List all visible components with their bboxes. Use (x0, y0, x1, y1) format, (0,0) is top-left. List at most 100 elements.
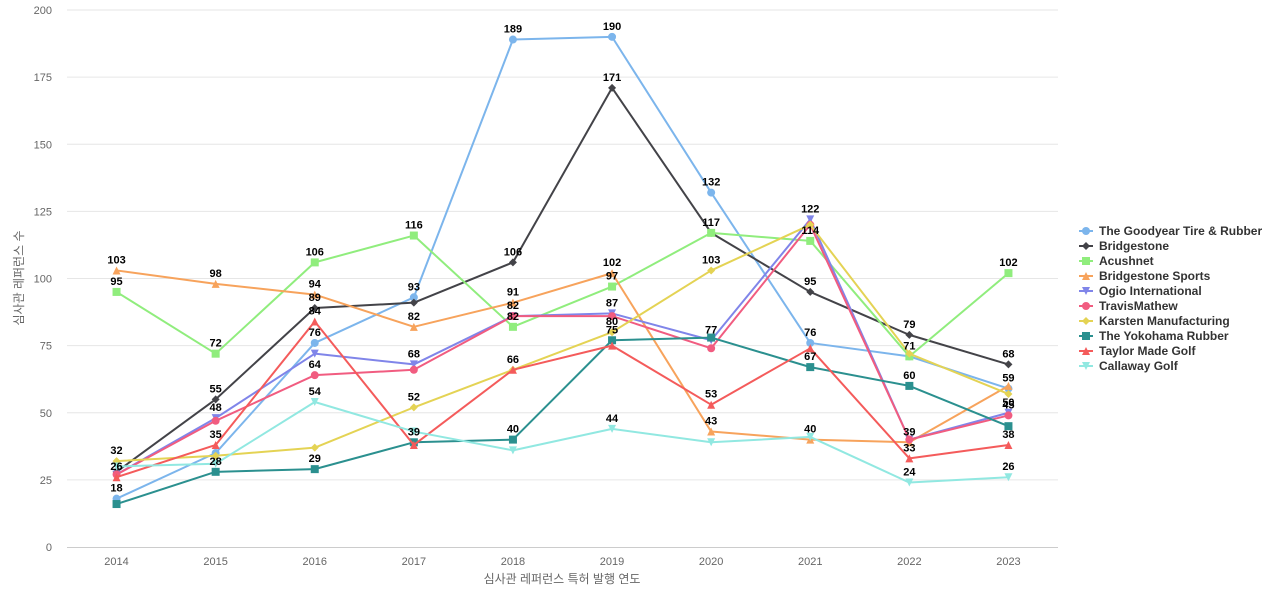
data-label: 190 (603, 21, 621, 33)
y-tick-label: 75 (40, 341, 52, 353)
data-label: 189 (504, 24, 522, 36)
data-label: 82 (507, 300, 519, 312)
data-label: 45 (1002, 399, 1014, 411)
data-point (707, 228, 716, 237)
data-label: 122 (801, 203, 819, 215)
data-label: 93 (408, 281, 420, 293)
data-label: 26 (1002, 461, 1014, 473)
data-point (806, 220, 815, 229)
data-point (310, 338, 319, 347)
data-point (707, 344, 716, 353)
x-axis-title: 심사관 레퍼런스 특허 발행 연도 (484, 571, 641, 586)
data-point (1004, 381, 1013, 390)
data-point (112, 287, 121, 296)
series-5 (112, 220, 1013, 479)
data-label: 106 (306, 246, 324, 258)
data-point (905, 454, 914, 463)
y-tick-label: 125 (34, 206, 52, 218)
x-tick-label: 2018 (501, 556, 525, 568)
data-label: 114 (801, 225, 820, 237)
legend-marker (1082, 317, 1090, 325)
data-label: 102 (603, 257, 621, 269)
data-point (112, 500, 121, 509)
data-label: 64 (309, 359, 322, 371)
x-tick-label: 2014 (104, 556, 128, 568)
series-0 (112, 32, 1013, 503)
data-label: 77 (705, 324, 717, 336)
data-point (310, 304, 319, 313)
legend-item[interactable]: The Goodyear Tire & Rubber (1079, 224, 1262, 238)
series-8 (112, 317, 1013, 482)
data-point (508, 435, 517, 444)
data-label: 48 (210, 402, 222, 414)
data-point (905, 381, 914, 390)
x-tick-label: 2019 (600, 556, 624, 568)
y-axis: 0 25 50 75 100 125 150 175 200 (34, 5, 52, 554)
y-tick-label: 175 (34, 72, 52, 84)
legend-item[interactable]: Taylor Made Golf (1079, 344, 1196, 358)
legend-item[interactable]: TravisMathew (1079, 299, 1178, 313)
data-label: 103 (702, 254, 720, 266)
series-line (116, 223, 1009, 476)
data-label: 91 (507, 287, 519, 299)
series-9 (112, 398, 1013, 487)
data-label: 18 (110, 483, 122, 495)
legend-item[interactable]: Bridgestone (1079, 239, 1169, 253)
legend-marker (1082, 362, 1090, 370)
y-tick-label: 50 (40, 408, 52, 420)
data-point (1004, 360, 1013, 369)
data-point (1004, 440, 1013, 449)
data-label: 75 (606, 324, 618, 336)
data-point (508, 322, 517, 331)
legend-label: Ogio International (1099, 284, 1202, 298)
legend-label: Bridgestone Sports (1099, 269, 1211, 283)
data-point (409, 403, 418, 412)
data-point (409, 360, 418, 369)
legend-item[interactable]: Bridgestone Sports (1079, 269, 1211, 283)
data-label: 98 (210, 268, 222, 280)
data-labels: 18 76 93 189 190 132 76 59 55 89 106 171 95 79 68 95 72 1… (107, 21, 1017, 495)
legend-item[interactable]: The Yokohama Rubber (1079, 329, 1229, 343)
data-label: 54 (309, 386, 322, 398)
legend-item[interactable]: Ogio International (1079, 284, 1202, 298)
data-label: 82 (507, 311, 519, 323)
data-point (508, 258, 517, 267)
y-axis-title: 심사관 레퍼런스 수 (12, 231, 26, 326)
data-label: 72 (210, 338, 222, 350)
data-label: 89 (309, 292, 321, 304)
data-label: 76 (309, 327, 321, 339)
data-point (608, 282, 617, 291)
data-point (806, 344, 815, 353)
data-label: 53 (705, 389, 717, 401)
data-point (409, 440, 418, 449)
series-line (116, 231, 1010, 358)
data-label: 50 (1002, 397, 1014, 409)
data-label: 26 (110, 461, 122, 473)
data-point (905, 435, 914, 444)
data-point (211, 279, 220, 288)
data-label: 55 (210, 383, 222, 395)
legend-item[interactable]: Callaway Golf (1079, 359, 1179, 373)
data-point (806, 338, 815, 347)
legend-item[interactable]: Acushnet (1079, 254, 1154, 268)
legend-label: Acushnet (1099, 254, 1154, 268)
data-point (608, 83, 617, 92)
data-point (310, 443, 319, 452)
legend-marker (1082, 302, 1090, 310)
data-point (112, 462, 121, 471)
data-point (806, 432, 815, 441)
data-label: 60 (903, 370, 915, 382)
series-7 (112, 333, 1013, 509)
data-label: 94 (309, 279, 322, 291)
y-tick-label: 150 (34, 139, 52, 151)
data-label: 68 (408, 348, 420, 360)
data-point (806, 215, 815, 224)
data-point (310, 290, 319, 299)
data-label: 28 (210, 456, 222, 468)
data-label: 59 (1002, 373, 1014, 385)
data-label: 24 (903, 467, 916, 479)
legend-item[interactable]: Karsten Manufacturing (1079, 314, 1230, 328)
series-line (116, 401, 1009, 484)
data-label: 35 (210, 429, 222, 441)
